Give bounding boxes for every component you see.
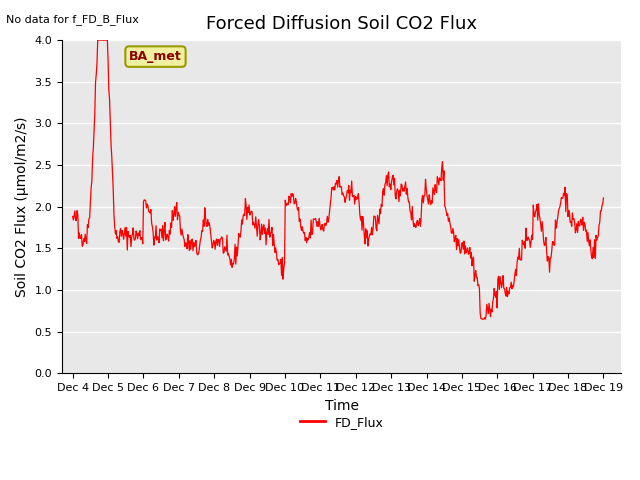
X-axis label: Time: Time (324, 398, 358, 413)
Text: BA_met: BA_met (129, 50, 182, 63)
Text: No data for f_FD_B_Flux: No data for f_FD_B_Flux (6, 14, 140, 25)
Legend: FD_Flux: FD_Flux (294, 411, 388, 434)
Y-axis label: Soil CO2 Flux (μmol/m2/s): Soil CO2 Flux (μmol/m2/s) (15, 117, 29, 297)
Title: Forced Diffusion Soil CO2 Flux: Forced Diffusion Soil CO2 Flux (206, 15, 477, 33)
